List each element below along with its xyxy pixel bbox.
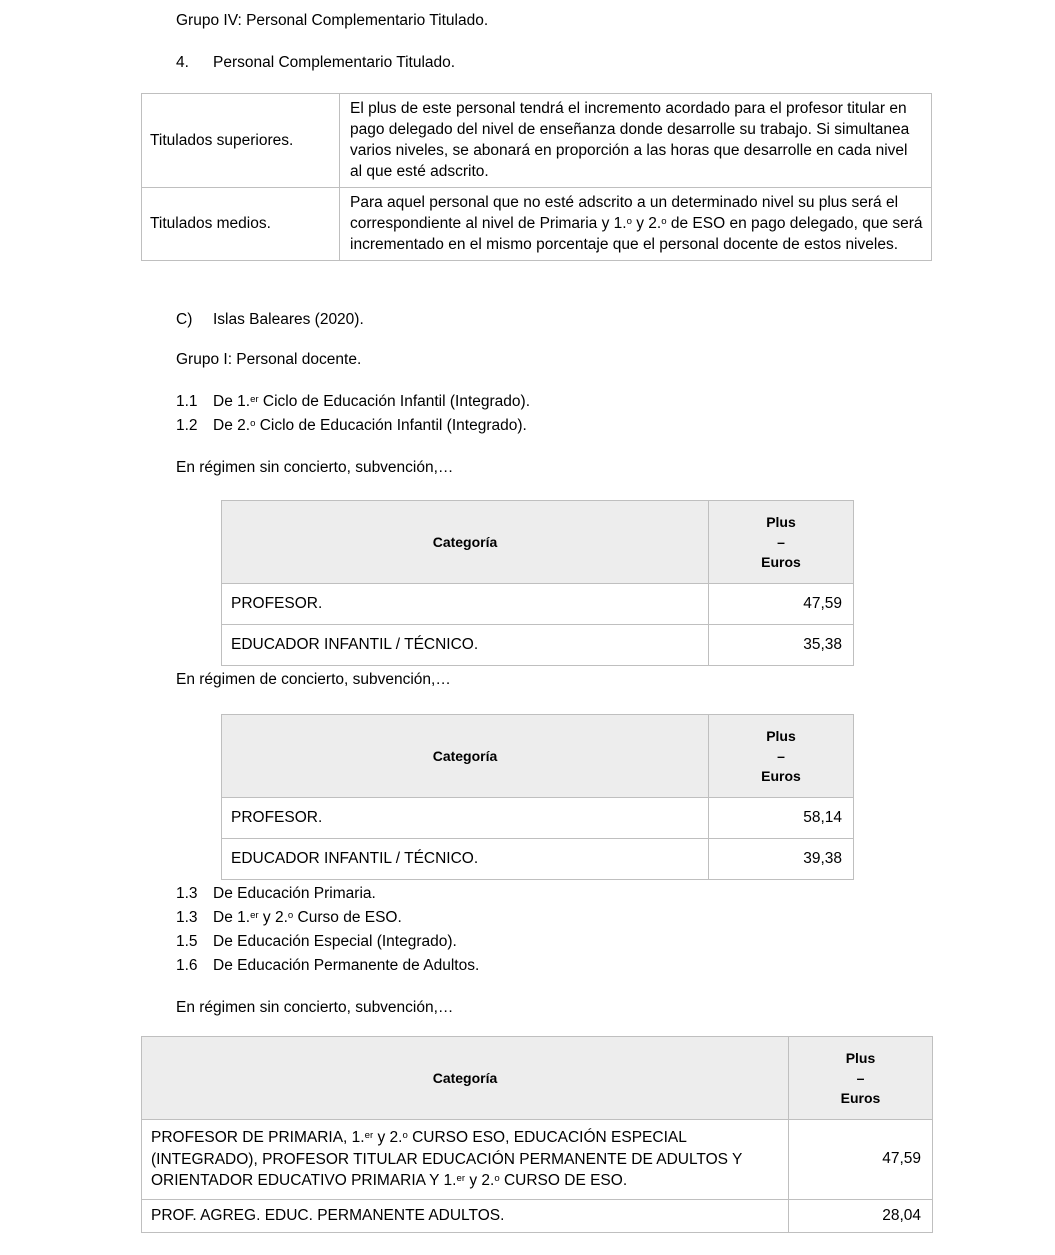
section-c-number: C) xyxy=(176,311,193,328)
ordinal-superscript: er xyxy=(364,1129,374,1141)
caption-regimen-sin-concierto-2: En régimen sin concierto, subvención,… xyxy=(176,999,454,1016)
list-item-number: 1.1 xyxy=(176,393,198,410)
list-item-suffix: Ciclo de Educación Infantil (Integrado). xyxy=(258,393,530,410)
titulados-table: Titulados superiores. El plus de este pe… xyxy=(141,93,932,261)
list-niveles: 1.3 De Educación Primaria. 1.3 De 1.er y 2… xyxy=(176,882,479,978)
categoria-cell: PROF. AGREG. EDUC. PERMANENTE ADULTOS. xyxy=(141,1198,789,1233)
ordinal-superscript: o xyxy=(287,909,294,921)
table-row: Titulados medios. Para aquel personal qu… xyxy=(141,187,932,261)
ordinal-superscript: er xyxy=(250,909,259,921)
categoria-cell: PROFESOR DE PRIMARIA, 1.er y 2.o CURSO E… xyxy=(141,1119,789,1200)
column-header-categoria: Categoría xyxy=(221,500,709,584)
list-educacion-infantil: 1.1 De 1.er Ciclo de Educación Infantil (… xyxy=(176,390,530,438)
caption-regimen-sin-concierto-1: En régimen sin concierto, subvención,… xyxy=(176,459,454,476)
list-item-prefix: De Educación Primaria. xyxy=(213,885,376,902)
euros-label: Euros xyxy=(761,768,801,784)
list-item: 1.3 De Educación Primaria. xyxy=(176,882,479,906)
plus-value-cell: 35,38 xyxy=(708,624,854,666)
list-item-number: 1.5 xyxy=(176,933,198,950)
euros-label: Euros xyxy=(840,1090,881,1106)
table-row: EDUCADOR INFANTIL / TÉCNICO. 39,38 xyxy=(221,838,854,880)
list-item-number: 1.3 xyxy=(176,885,198,902)
titulados-superiores-text: El plus de este personal tendrá el incre… xyxy=(339,93,932,188)
table-primaria: Categoría Plus – Euros PROFESOR DE PRIMA… xyxy=(141,1036,933,1233)
titulados-medios-text: Para aquel personal que no esté adscrito… xyxy=(339,187,932,261)
list-item-prefix: De Educación Permanente de Adultos. xyxy=(213,957,480,974)
column-header-plus-euros: Plus – Euros xyxy=(708,714,854,798)
titulados-medios-label: Titulados medios. xyxy=(141,187,340,261)
table-row: PROFESOR DE PRIMARIA, 1.er y 2.o CURSO E… xyxy=(141,1119,933,1200)
table-row: PROFESOR. 47,59 xyxy=(221,583,854,625)
plus-value-cell: 47,59 xyxy=(708,583,854,625)
heading-grupo-i: Grupo I: Personal docente. xyxy=(176,351,362,368)
table-header-row: Categoría Plus – Euros xyxy=(221,714,854,798)
table-header-row: Categoría Plus – Euros xyxy=(141,1036,933,1120)
column-header-plus-euros: Plus – Euros xyxy=(788,1036,933,1120)
ordinal-superscript: o xyxy=(661,215,667,227)
ordinal-superscript: er xyxy=(456,1172,466,1184)
list-item-suffix: y 2.o Curso de ESO. xyxy=(258,909,402,926)
section-c-text: Islas Baleares (2020). xyxy=(213,311,364,328)
ordinal-superscript: o xyxy=(402,1129,408,1141)
plus-label: Plus xyxy=(845,1050,876,1066)
categoria-cell: EDUCADOR INFANTIL / TÉCNICO. xyxy=(221,838,709,880)
plus-label: Plus xyxy=(766,728,796,744)
plus-value-cell: 28,04 xyxy=(788,1198,933,1233)
titulados-superiores-label: Titulados superiores. xyxy=(141,93,340,188)
list-item: 1.1 De 1.er Ciclo de Educación Infantil (… xyxy=(176,390,530,414)
caption-regimen-de-concierto: En régimen de concierto, subvención,… xyxy=(176,671,451,688)
list-item-prefix: De Educación Especial (Integrado). xyxy=(213,933,457,950)
list-item: 1.3 De 1.er y 2.o Curso de ESO. xyxy=(176,906,479,930)
table-row: PROFESOR. 58,14 xyxy=(221,797,854,839)
list-item-prefix: De 1. xyxy=(213,393,251,410)
ordinal-superscript: er xyxy=(250,393,259,405)
table-sin-concierto: Categoría Plus – Euros PROFESOR. 47,59 E… xyxy=(221,500,854,666)
table-row: Titulados superiores. El plus de este pe… xyxy=(141,93,932,188)
plus-value-cell: 47,59 xyxy=(788,1119,933,1200)
dash-separator: – xyxy=(856,1070,865,1086)
list-item-prefix: De 2. xyxy=(213,417,251,434)
categoria-cell: PROFESOR. xyxy=(221,797,709,839)
column-header-categoria: Categoría xyxy=(221,714,709,798)
table-de-concierto: Categoría Plus – Euros PROFESOR. 58,14 E… xyxy=(221,714,854,880)
list-item: 1.5 De Educación Especial (Integrado). xyxy=(176,930,479,954)
categoria-cell: EDUCADOR INFANTIL / TÉCNICO. xyxy=(221,624,709,666)
column-header-categoria: Categoría xyxy=(141,1036,789,1120)
list-item-number: 1.3 xyxy=(176,909,198,926)
section-c-islas-baleares: C) Islas Baleares (2020). xyxy=(176,309,364,330)
numbered-item-4: 4. Personal Complementario Titulado. xyxy=(176,52,455,73)
categoria-cell: PROFESOR. xyxy=(221,583,709,625)
ordinal-superscript: o xyxy=(494,1172,500,1184)
list-item-number: 1.6 xyxy=(176,957,198,974)
list-item-prefix: De 1. xyxy=(213,909,251,926)
item-4-text: Personal Complementario Titulado. xyxy=(213,54,456,71)
dash-separator: – xyxy=(777,748,785,764)
plus-label: Plus xyxy=(766,514,796,530)
table-row: PROF. AGREG. EDUC. PERMANENTE ADULTOS. 2… xyxy=(141,1198,933,1233)
plus-value-cell: 39,38 xyxy=(708,838,854,880)
table-row: EDUCADOR INFANTIL / TÉCNICO. 35,38 xyxy=(221,624,854,666)
plus-value-cell: 58,14 xyxy=(708,797,854,839)
list-item-suffix: Ciclo de Educación Infantil (Integrado). xyxy=(255,417,527,434)
list-item: 1.2 De 2.o Ciclo de Educación Infantil (I… xyxy=(176,414,530,438)
heading-grupo-iv: Grupo IV: Personal Complementario Titula… xyxy=(176,12,489,29)
ordinal-superscript: o xyxy=(626,215,632,227)
dash-separator: – xyxy=(777,534,785,550)
item-4-number: 4. xyxy=(176,54,189,71)
ordinal-superscript: o xyxy=(250,417,256,429)
list-item-number: 1.2 xyxy=(176,417,198,434)
list-item: 1.6 De Educación Permanente de Adultos. xyxy=(176,954,479,978)
column-header-plus-euros: Plus – Euros xyxy=(708,500,854,584)
table-header-row: Categoría Plus – Euros xyxy=(221,500,854,584)
euros-label: Euros xyxy=(761,554,801,570)
